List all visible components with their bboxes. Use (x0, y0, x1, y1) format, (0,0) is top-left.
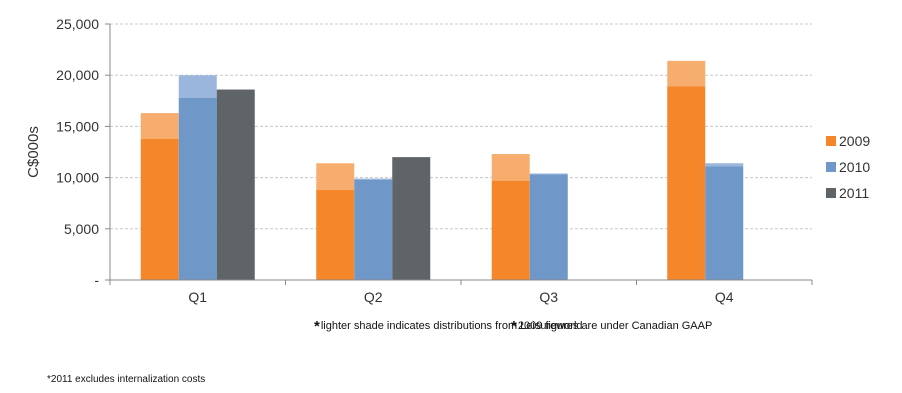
bar-2009-Q1-distribution (140, 113, 179, 139)
footnote-gaap: *2009 figures are under Canadian GAAP (511, 318, 713, 335)
bar-2010-Q4 (705, 166, 744, 280)
legend-label-2010: 2010 (839, 159, 870, 175)
x-tick-label: Q1 (188, 289, 207, 305)
footnote-internalization: *2011 excludes internalization costs (47, 374, 206, 385)
bar-2009-Q3-distribution (491, 154, 530, 181)
legend-swatch-2009 (826, 136, 836, 146)
bar-2009-Q2-distribution (316, 163, 355, 190)
legend-swatch-2010 (826, 162, 836, 172)
bar-2009-Q2 (316, 189, 355, 280)
bars (140, 60, 744, 281)
bar-2010-Q2 (354, 179, 393, 280)
y-tick-label: - (94, 272, 99, 288)
bar-2011-Q1 (216, 89, 255, 280)
y-tick-label: 25,000 (56, 16, 99, 32)
bar-2010-Q1 (178, 97, 217, 280)
y-tick-label: 15,000 (56, 118, 99, 134)
axes (105, 23, 813, 285)
x-tick-label: Q4 (715, 289, 734, 305)
bar-2009-Q3 (491, 180, 530, 280)
y-axis-title: C$000s (25, 126, 42, 178)
bar-2010-Q4-distribution (705, 163, 744, 167)
x-tick-label: Q2 (364, 289, 383, 305)
bar-2010-Q3-distribution (529, 173, 568, 175)
bar-2010-Q2-distribution (354, 178, 393, 180)
bar-2010-Q1-distribution (178, 75, 217, 98)
legend-label-2009: 2009 (839, 133, 870, 149)
bar-2009-Q1 (140, 138, 179, 280)
bar-2009-Q4 (667, 86, 706, 281)
legend-label-2011: 2011 (839, 185, 869, 201)
axis-labels: - 5,000 10,000 15,000 20,000 25,000 C$000s Q1 Q2… (25, 16, 734, 305)
bar-2011-Q2 (392, 157, 431, 280)
legend: 2009 2010 2011 (826, 133, 870, 201)
y-tick-label: 10,000 (56, 170, 99, 186)
bar-2010-Q3 (529, 174, 568, 280)
y-tick-label: 5,000 (64, 221, 99, 237)
x-tick-label: Q3 (539, 289, 558, 305)
chart: - 5,000 10,000 15,000 20,000 25,000 C$000s Q1 Q2… (25, 16, 870, 305)
legend-swatch-2011 (826, 188, 836, 198)
footnote-lighter-shade: *lighter shade indicates distributions f… (314, 318, 583, 335)
bar-2009-Q4-distribution (667, 60, 706, 87)
y-tick-label: 20,000 (56, 67, 99, 83)
